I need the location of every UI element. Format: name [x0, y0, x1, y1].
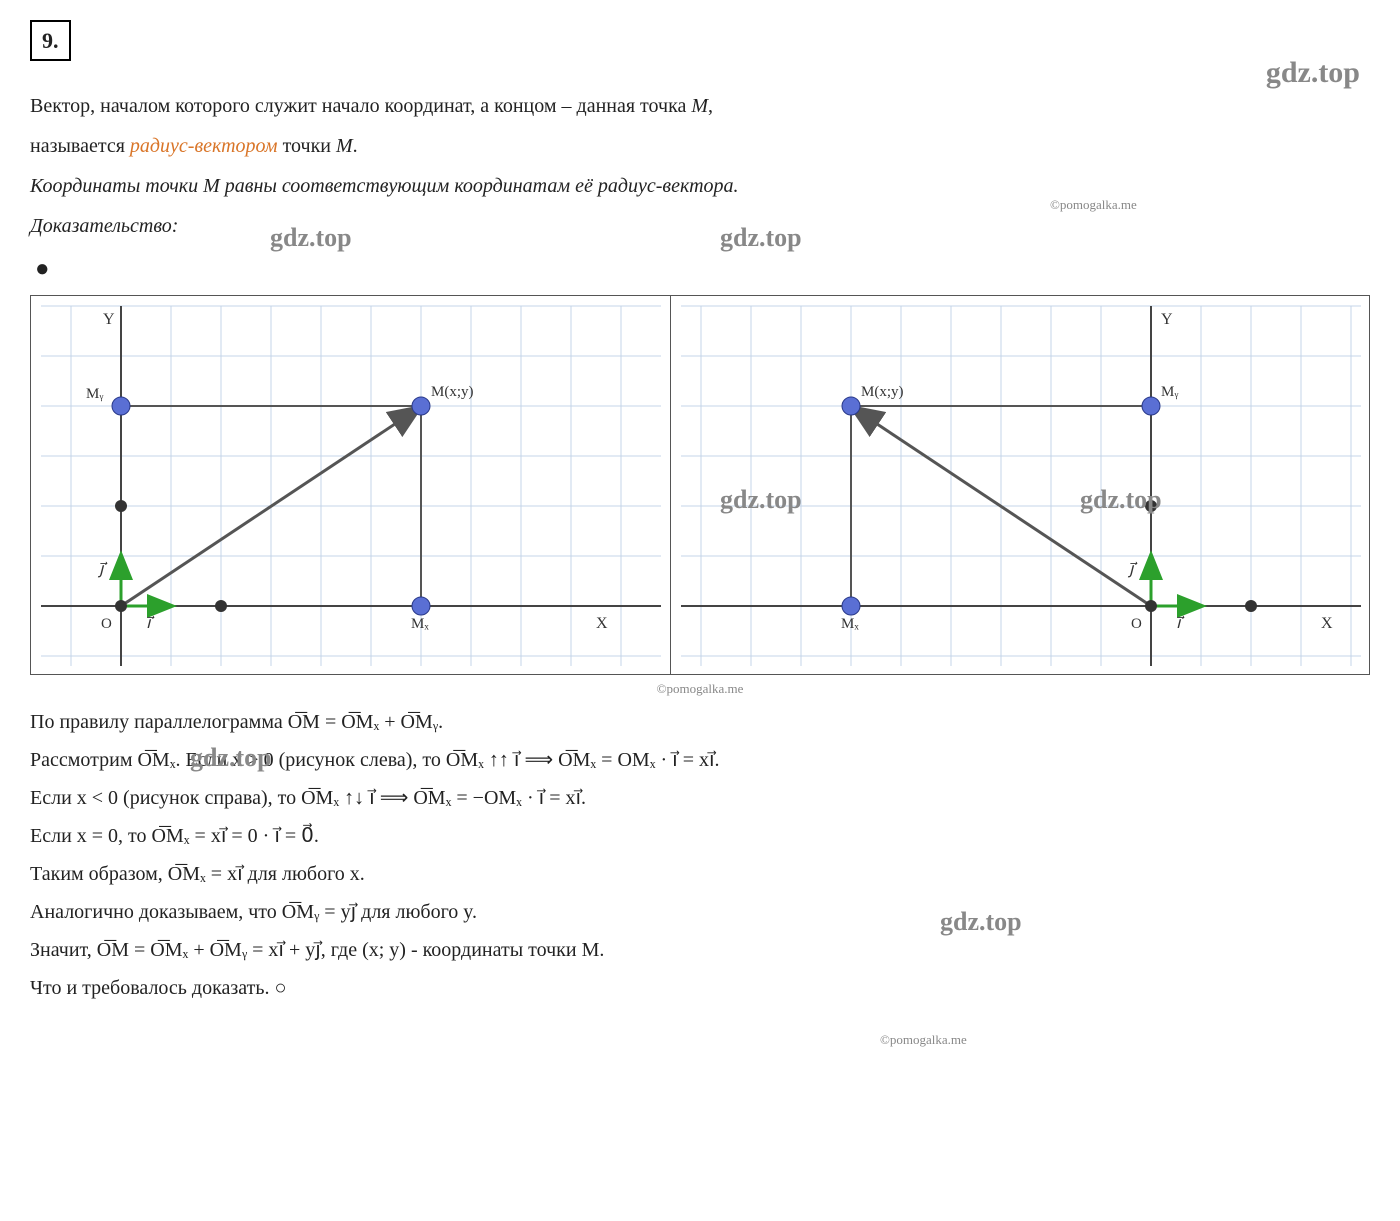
x-axis-label: X — [596, 615, 608, 632]
problem-number: 9. — [30, 20, 71, 61]
watermark-overlay: gdz.top — [1080, 480, 1162, 519]
vector-OM — [121, 408, 419, 606]
label-i: i⃗ — [1176, 615, 1185, 632]
graph-left-svg: Y X i⃗ j⃗ — [31, 296, 671, 676]
watermark-overlay: gdz.top — [720, 218, 802, 257]
point-M — [412, 397, 430, 415]
graphs-container: Y X i⃗ j⃗ — [30, 295, 1370, 675]
label-j: j⃗ — [97, 561, 108, 578]
intro-text: называется — [30, 135, 130, 157]
x-axis-label: X — [1321, 615, 1333, 632]
label-O: O — [1131, 616, 1142, 632]
proof-line-7: Значит, O͞M = O͞Mₓ + O͞Mᵧ = xi⃗ + yj⃗, г… — [30, 935, 1370, 965]
unit-endpoint — [215, 600, 227, 612]
label-j: j⃗ — [1127, 561, 1138, 578]
watermark-overlay: gdz.top — [940, 902, 1022, 941]
point-My — [112, 397, 130, 415]
label-Mx: Mₓ — [841, 616, 859, 632]
highlight-term: радиус-вектором — [130, 135, 278, 157]
watermark-top-right: gdz.top — [1266, 50, 1360, 95]
intro-text: . — [353, 135, 358, 157]
point-Mx — [842, 597, 860, 615]
unit-endpoint — [1245, 600, 1257, 612]
point-My — [1142, 397, 1160, 415]
watermark-overlay: gdz.top — [190, 738, 272, 777]
label-O: O — [101, 616, 112, 632]
label-i: i⃗ — [146, 615, 155, 632]
label-M: M(x;y) — [861, 384, 904, 400]
copyright-overlay: ©pomogalka.me — [1050, 195, 1137, 215]
watermark-overlay: gdz.top — [720, 480, 802, 519]
copyright-overlay: ©pomogalka.me — [880, 1030, 967, 1050]
proof-line-6: Аналогично доказываем, что O͞Mᵧ = yj⃗ дл… — [30, 897, 1370, 927]
intro-line-2: называется радиус-вектором точки M. — [30, 131, 1370, 161]
point-O — [115, 600, 127, 612]
point-M — [842, 397, 860, 415]
var-M: M — [336, 135, 353, 157]
y-axis-label: Y — [103, 311, 115, 328]
proof-label: Доказательство: — [30, 211, 1370, 241]
proof-line-4: Если x = 0, то O͞Mₓ = xi⃗ = 0 · i⃗ = 0⃗. — [30, 821, 1370, 851]
copyright-center: ©pomogalka.me — [30, 679, 1370, 699]
label-M: M(x;y) — [431, 384, 474, 400]
intro-text: , — [708, 95, 713, 117]
intro-text: точки — [278, 135, 336, 157]
proof-line-1: По правилу параллелограмма O͞M = O͞Mₓ + … — [30, 707, 1370, 737]
intro-line-1: Вектор, началом которого служит начало к… — [30, 91, 1370, 121]
y-axis-label: Y — [1161, 311, 1173, 328]
intro-text: Вектор, началом которого служит начало к… — [30, 95, 691, 117]
bullet-point: ● — [35, 251, 1370, 287]
graph-left: Y X i⃗ j⃗ — [30, 295, 670, 675]
label-Mx: Mₓ — [411, 616, 429, 632]
point-O — [1145, 600, 1157, 612]
point-Mx — [412, 597, 430, 615]
unit-endpoint — [115, 500, 127, 512]
var-M: M — [691, 95, 708, 117]
proof-line-3: Если x < 0 (рисунок справа), то O͞Mₓ ↑↓ … — [30, 783, 1370, 813]
proof-line-5: Таким образом, O͞Mₓ = xi⃗ для любого x. — [30, 859, 1370, 889]
label-My: Mᵧ — [86, 386, 103, 402]
label-My: Mᵧ — [1161, 384, 1178, 400]
watermark-overlay: gdz.top — [270, 218, 352, 257]
grid — [41, 306, 661, 666]
theorem-statement: Координаты точки M равны соответствующим… — [30, 171, 1370, 201]
proof-line-8: Что и требовалось доказать. ○ — [30, 973, 1370, 1003]
